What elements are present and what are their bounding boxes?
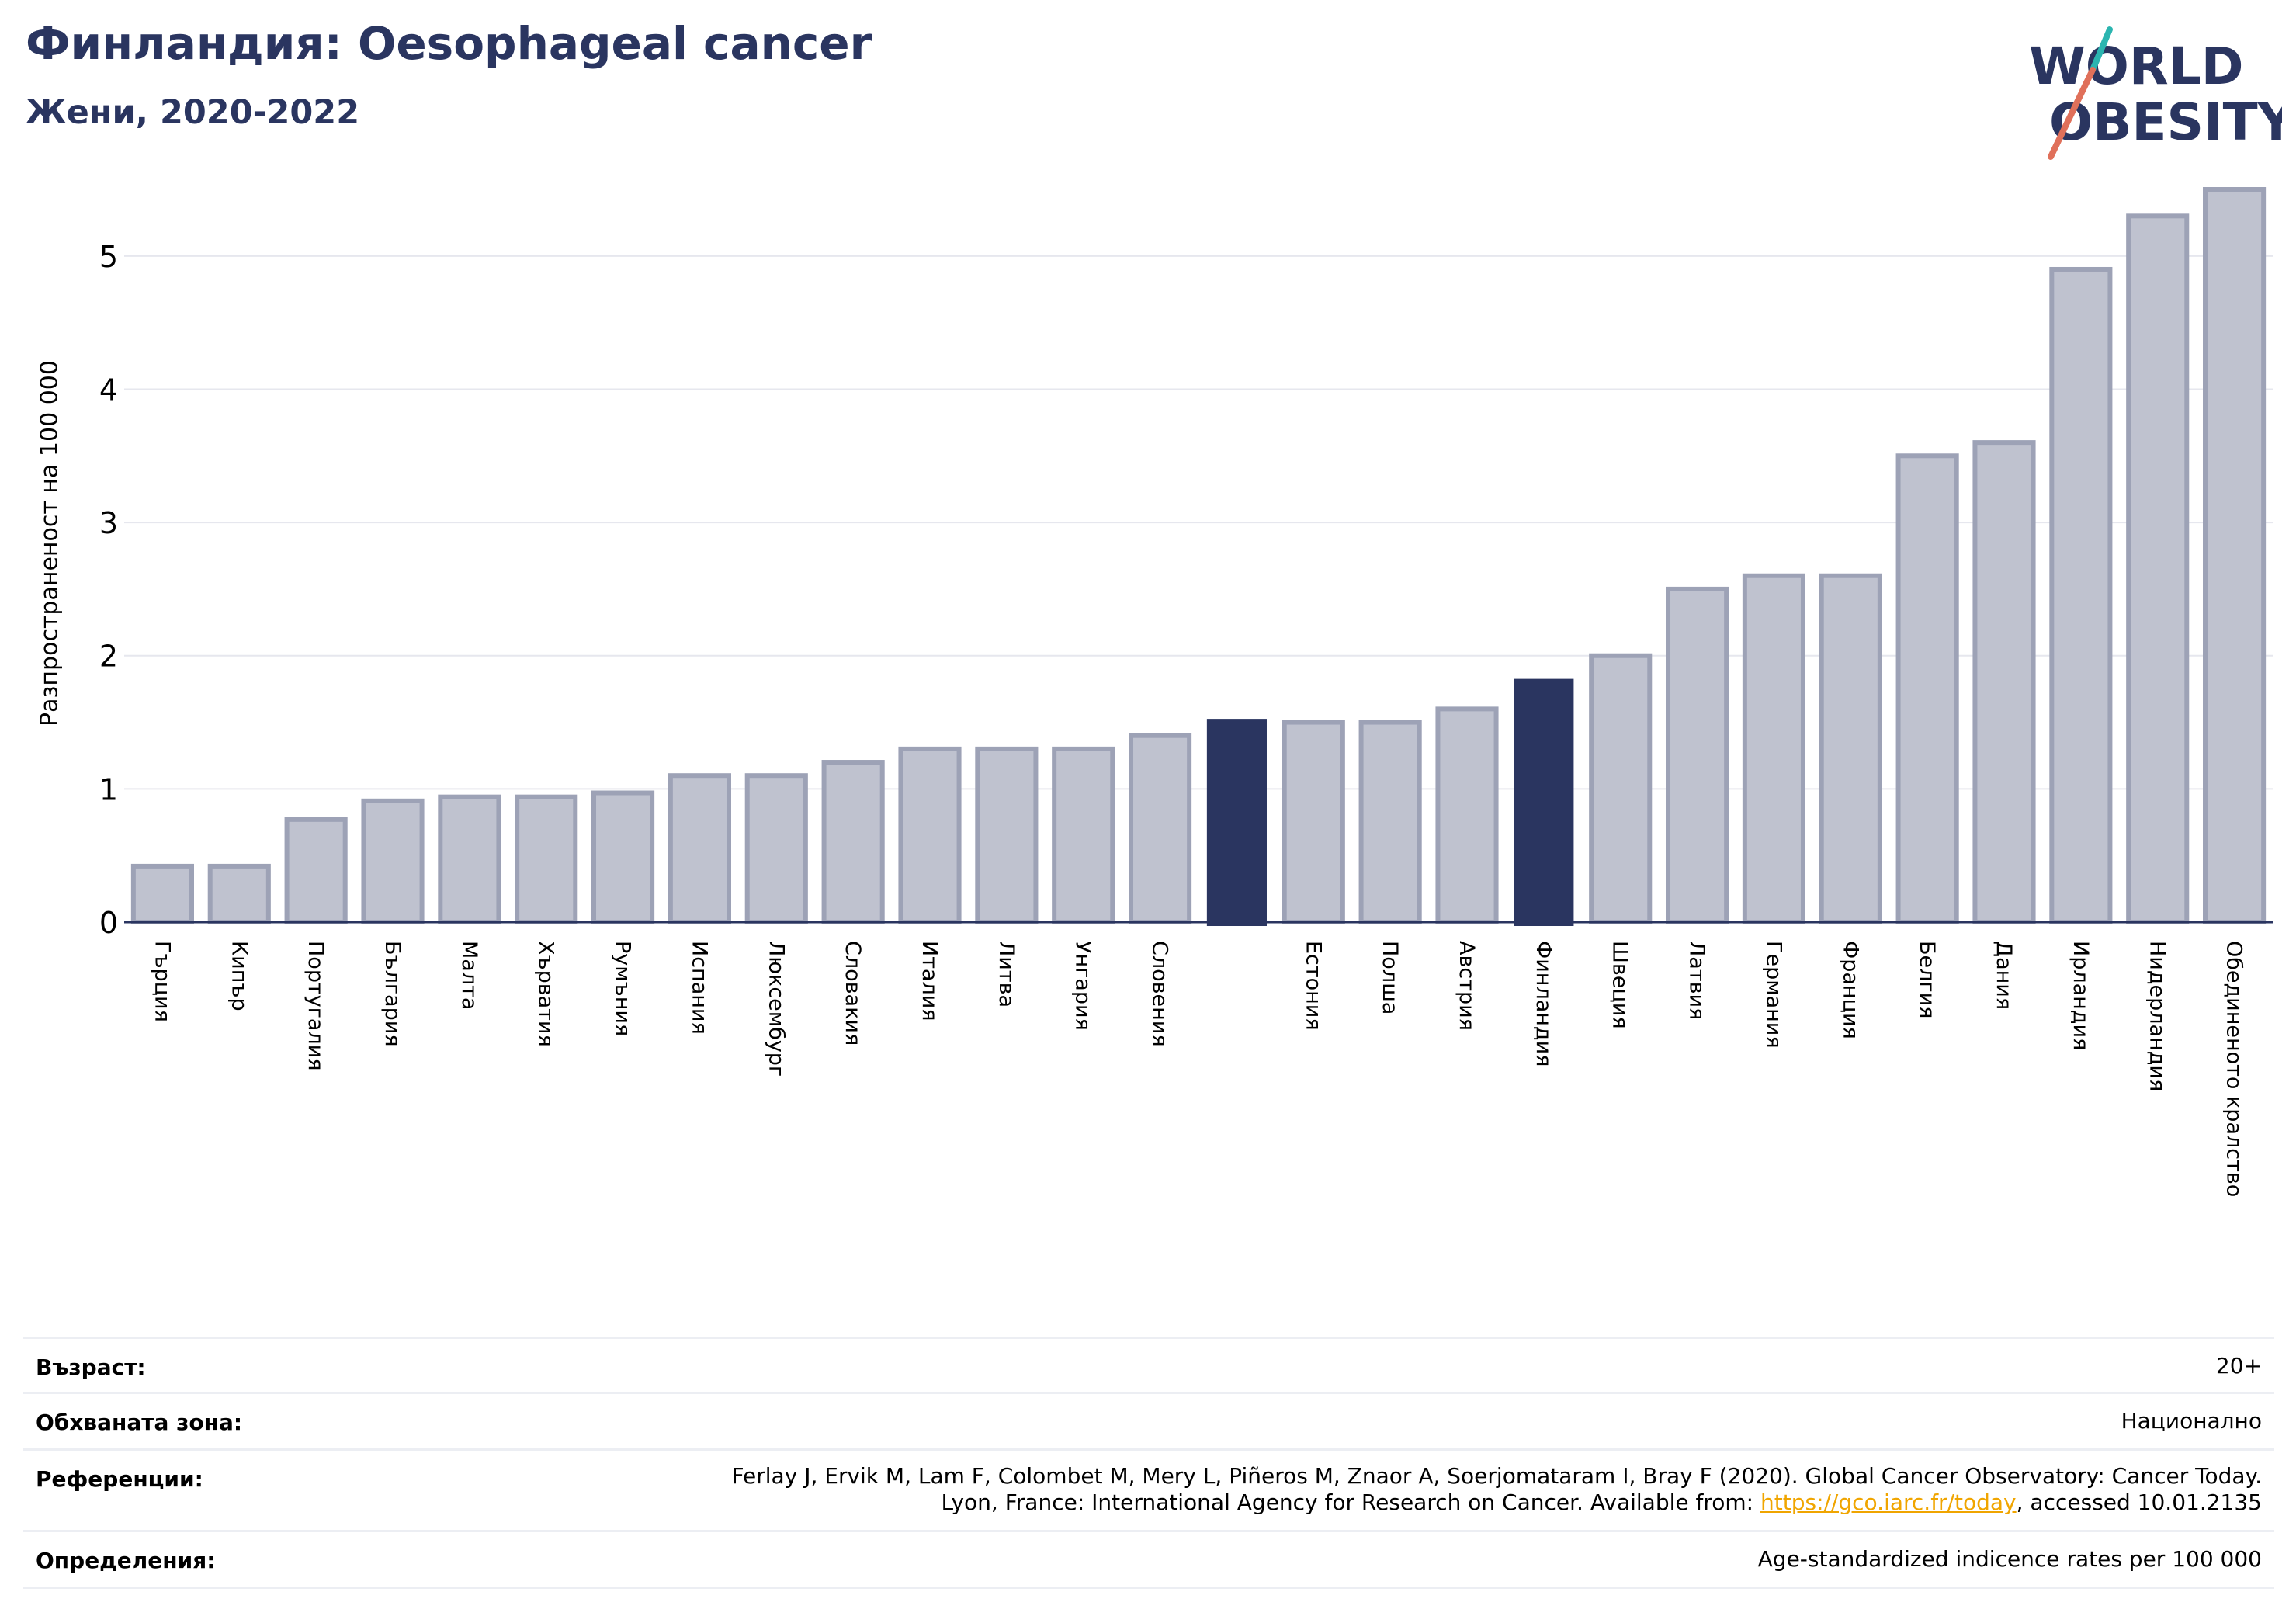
x-tick-label: Германия — [1761, 941, 1785, 1049]
bar — [821, 760, 885, 925]
bar-chart: 0 1 2 3 4 5 Гърция Кипър Португалия България Малт… — [99, 187, 2273, 1197]
reference-line1: Ferlay J, Ervik M, Lam F, Colombet M, Me… — [731, 1463, 2262, 1489]
footer-key-references: Референции: — [36, 1466, 203, 1492]
footer-value-references: Ferlay J, Ervik M, Lam F, Colombet M, Me… — [731, 1463, 2262, 1516]
bar — [2203, 187, 2267, 924]
bar — [591, 790, 655, 925]
bar — [207, 863, 271, 924]
x-tick-label: Финландия — [1531, 941, 1556, 1066]
x-tick-label: Белгия — [1915, 941, 1939, 1018]
bars — [130, 187, 2267, 926]
x-tick-label: Австрия — [1455, 941, 1479, 1031]
footer-key-area: Обхваната зона: — [36, 1410, 243, 1435]
x-tick-label: Франция — [1838, 941, 1862, 1039]
x-tick-label: Малта — [457, 941, 481, 1010]
bar — [1742, 573, 1805, 925]
x-tick-label: Ирландия — [2069, 941, 2093, 1050]
bar — [1129, 733, 1192, 925]
bar — [361, 798, 425, 924]
bar — [284, 817, 348, 924]
world-obesity-logo: WORLD OBESITY — [2029, 26, 2282, 160]
logo-slash-coral — [2048, 67, 2096, 160]
x-tick-label: България — [380, 941, 404, 1047]
bar-highlighted — [1514, 678, 1574, 926]
x-tick-label: Италия — [917, 941, 942, 1021]
x-tick-label: Кипър — [227, 941, 251, 1011]
x-tick-label: Дания — [1992, 941, 2016, 1010]
x-tick-label: Румъния — [611, 941, 635, 1036]
x-tick-label: Латвия — [1685, 941, 1709, 1020]
footer-table: Възраст: 20+ Обхваната зона: Национално … — [23, 1337, 2274, 1589]
logo-slash-teal — [2090, 26, 2113, 73]
bar — [1435, 706, 1499, 925]
chart-title: Финландия: Oesophageal cancer — [26, 17, 872, 70]
reference-line2-post: , accessed 10.01.2135 — [2016, 1489, 2262, 1515]
chart-subtitle: Жени, 2020-2022 — [26, 93, 360, 132]
y-tick-label: 2 — [99, 640, 118, 674]
bar — [668, 773, 731, 925]
bar — [1282, 720, 1345, 925]
footer-row-area: Обхваната зона: Национално — [23, 1392, 2274, 1448]
footer-row-age: Възраст: 20+ — [23, 1337, 2274, 1392]
reference-line2-pre: Lyon, France: International Agency for R… — [941, 1489, 1760, 1515]
bar — [130, 863, 194, 924]
bar — [975, 746, 1039, 925]
footer-row-references: Референции: Ferlay J, Ervik M, Lam F, Co… — [23, 1448, 2274, 1530]
bar — [1972, 440, 2036, 924]
x-tick-label: Швеция — [1608, 941, 1632, 1029]
bar — [515, 794, 578, 925]
x-tick-label: Обединеното кралство — [2222, 941, 2246, 1197]
x-tick-label: Португалия — [303, 941, 328, 1070]
bar — [1589, 653, 1653, 925]
bar — [2049, 266, 2113, 924]
x-tick-label: Люксембург — [764, 941, 788, 1077]
y-tick-label: 3 — [99, 506, 118, 540]
bar — [898, 746, 962, 925]
reference-link[interactable]: https://gco.iarc.fr/today — [1760, 1489, 2017, 1515]
bar — [2126, 213, 2190, 924]
footer-key-definitions: Определения: — [36, 1548, 216, 1573]
footer-value-definitions: Age-standardized indicence rates per 100… — [1757, 1546, 2262, 1572]
x-tick-label: Нидерландия — [2145, 941, 2169, 1091]
x-tick-label: Испания — [687, 941, 711, 1035]
x-axis-labels: Гърция Кипър Португалия България Малта Хърват… — [150, 941, 2246, 1197]
bar — [1052, 746, 1115, 925]
bar — [744, 773, 808, 925]
bar — [1819, 573, 1882, 925]
bar — [1895, 453, 1959, 924]
bar — [1358, 720, 1422, 925]
x-tick-label: Хърватия — [534, 941, 558, 1047]
y-tick-label: 4 — [99, 373, 118, 407]
y-axis-ticks: 0 1 2 3 4 5 — [99, 240, 118, 940]
x-tick-label: Литва — [994, 941, 1018, 1007]
y-tick-label: 1 — [99, 772, 118, 806]
bar — [1666, 586, 1729, 925]
logo-line1: WORLD — [2029, 36, 2244, 96]
y-tick-label: 5 — [99, 240, 118, 274]
footer-key-age: Възраст: — [36, 1354, 146, 1380]
footer-value-age: 20+ — [2215, 1353, 2262, 1379]
x-tick-label: Словения — [1148, 941, 1172, 1047]
x-tick-label: Полша — [1378, 941, 1402, 1014]
bar — [438, 794, 501, 925]
y-tick-label: 0 — [99, 906, 118, 940]
x-tick-label: Словакия — [841, 941, 865, 1046]
x-tick-label: Естония — [1301, 941, 1325, 1031]
footer-row-definitions: Определения: Age-standardized indicence … — [23, 1530, 2274, 1589]
footer-value-area: Национално — [2121, 1408, 2262, 1434]
bar-highlighted — [1206, 719, 1267, 926]
logo-line2: OBESITY — [2049, 92, 2282, 152]
x-tick-label: Унгария — [1071, 941, 1095, 1031]
x-tick-label: Гърция — [150, 941, 174, 1022]
